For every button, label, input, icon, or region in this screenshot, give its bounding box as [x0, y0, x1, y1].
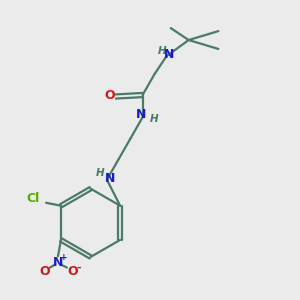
Text: Cl: Cl — [26, 192, 39, 206]
Text: O: O — [67, 265, 78, 278]
Text: H: H — [96, 168, 105, 178]
Text: +: + — [59, 253, 67, 262]
Text: N: N — [53, 256, 63, 269]
Text: -: - — [76, 262, 80, 273]
Text: O: O — [39, 265, 50, 278]
Text: O: O — [104, 88, 115, 101]
Text: H: H — [150, 114, 158, 124]
Text: N: N — [136, 108, 146, 122]
Text: H: H — [158, 46, 166, 56]
Text: N: N — [105, 172, 115, 185]
Text: N: N — [164, 48, 175, 62]
